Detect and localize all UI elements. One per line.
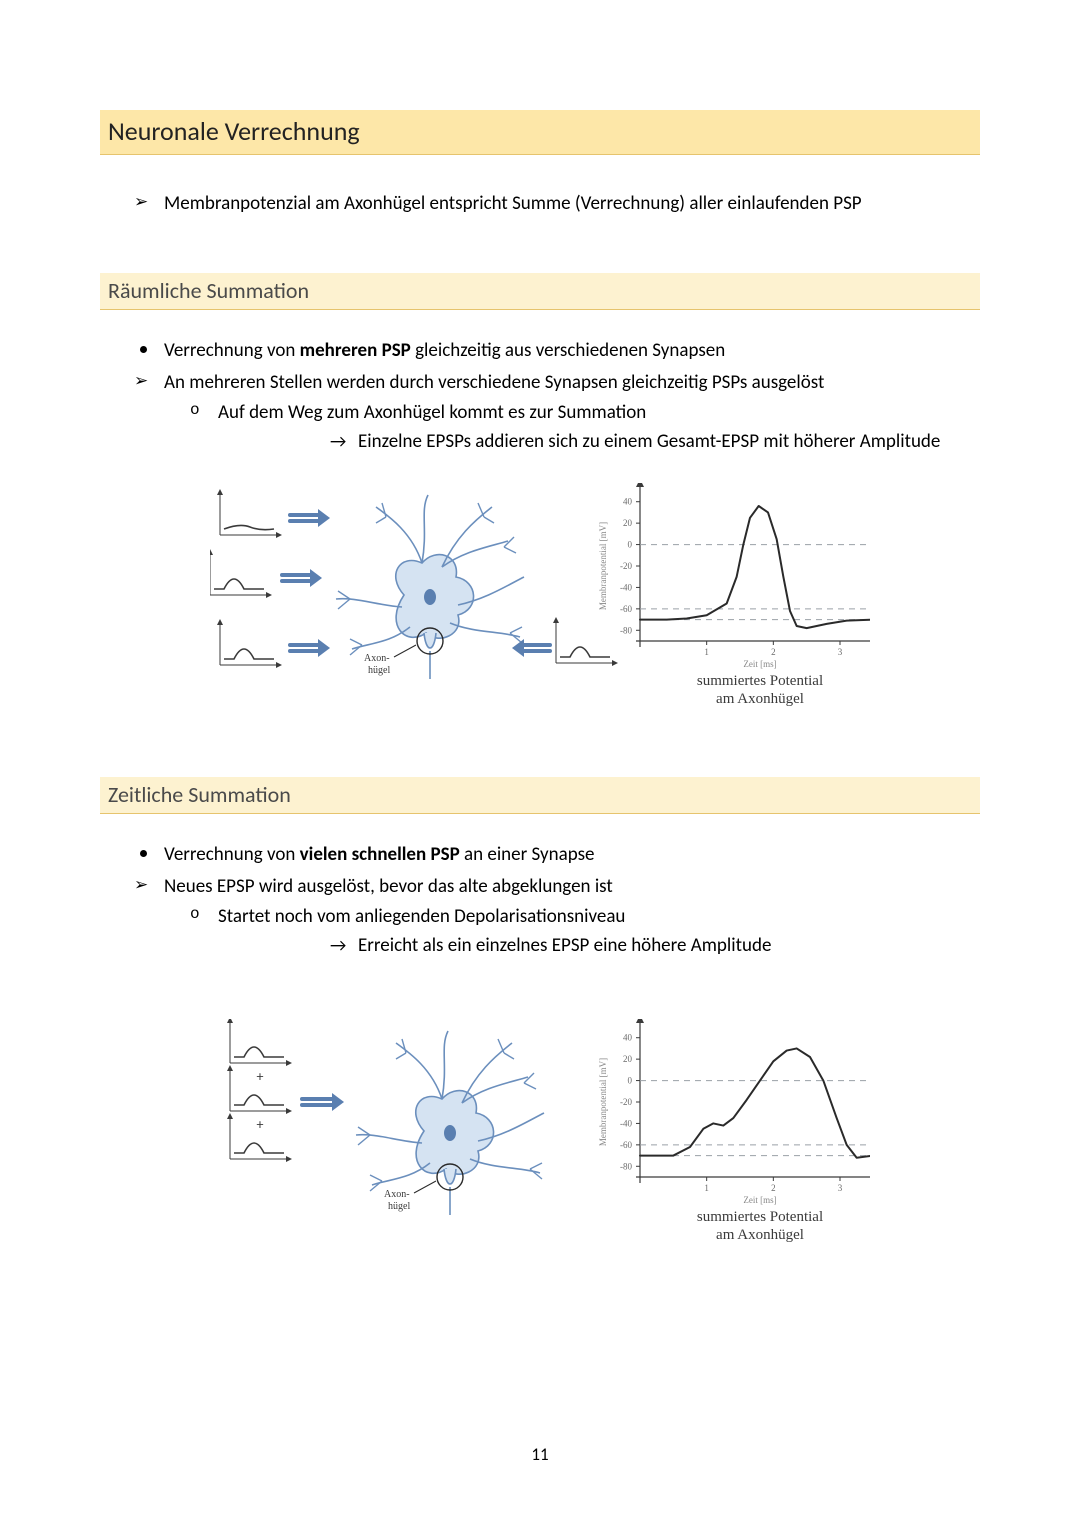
svg-text:+: + xyxy=(257,1116,264,1133)
svg-text:hügel: hügel xyxy=(388,1201,410,1212)
s1-b2-text: An mehreren Stellen werden durch verschi… xyxy=(164,371,824,394)
svg-text:0: 0 xyxy=(628,540,633,550)
section-heading-temporal: Zeitliche Summation xyxy=(100,777,980,815)
s2-b2a-text: Startet noch vom anliegenden Depolarisat… xyxy=(218,905,625,928)
svg-text:-60: -60 xyxy=(620,1140,632,1150)
figure-spatial: Axon-hügel -80 -60 -40 -20 0 20 40 1 2 3 Membranpot… xyxy=(100,483,980,721)
svg-text:-40: -40 xyxy=(620,1118,632,1128)
svg-text:3: 3 xyxy=(838,647,843,657)
s2-b1-pre: Verrechnung von xyxy=(164,843,300,866)
s1-b1-post: gleichzeitig aus verschiedenen Synapsen xyxy=(411,339,725,362)
s2-b2-text: Neues EPSP wird ausgelöst, bevor das alt… xyxy=(164,875,613,898)
svg-text:1: 1 xyxy=(704,1183,709,1193)
svg-text:Zeit [ms]: Zeit [ms] xyxy=(743,1195,776,1205)
page-title: Neuronale Verrechnung xyxy=(100,110,980,155)
s2-bullet-2: Neues EPSP wird ausgelöst, bevor das alt… xyxy=(100,874,980,959)
intro-bullet: Membranpotenzial am Axonhügel entspricht… xyxy=(100,191,980,217)
s1-arrow-1: Einzelne EPSPs addieren sich zu einem Ge… xyxy=(218,429,980,455)
svg-text:1: 1 xyxy=(704,647,709,657)
figure-temporal-svg: + + Axon-hügel -80 -60 -40 -20 0 20 40 1 2 3 Membranp… xyxy=(210,1019,870,1249)
s2-sub-1: Startet noch vom anliegenden Depolarisat… xyxy=(164,904,980,959)
svg-text:-20: -20 xyxy=(620,1097,632,1107)
svg-text:3: 3 xyxy=(838,1183,843,1193)
svg-text:40: 40 xyxy=(623,1033,633,1043)
svg-text:Axon-: Axon- xyxy=(384,1189,410,1200)
figure-temporal: + + Axon-hügel -80 -60 -40 -20 0 20 40 1 2 3 Membranp… xyxy=(100,1019,980,1257)
s2-arrow-1: Erreicht als ein einzelnes EPSP eine höh… xyxy=(218,933,980,959)
s1-b2a-text: Auf dem Weg zum Axonhügel kommt es zur S… xyxy=(218,401,646,424)
s1-sub-1: Auf dem Weg zum Axonhügel kommt es zur S… xyxy=(164,400,980,455)
s1-bullet-2: An mehreren Stellen werden durch verschi… xyxy=(100,370,980,455)
svg-text:20: 20 xyxy=(623,518,633,528)
svg-text:0: 0 xyxy=(628,1075,633,1085)
svg-text:am Axonhügel: am Axonhügel xyxy=(716,1227,804,1243)
s1-b1-pre: Verrechnung von xyxy=(164,339,300,362)
figure-spatial-svg: Axon-hügel -80 -60 -40 -20 0 20 40 1 2 3 Membranpot… xyxy=(210,483,870,713)
svg-text:40: 40 xyxy=(623,497,633,507)
svg-text:hügel: hügel xyxy=(368,665,390,676)
svg-text:-20: -20 xyxy=(620,561,632,571)
svg-text:summiertes Potential: summiertes Potential xyxy=(697,673,823,689)
svg-text:Zeit [ms]: Zeit [ms] xyxy=(743,659,776,669)
s2-bullet-1: Verrechnung von vielen schnellen PSP an … xyxy=(100,842,980,868)
svg-text:summiertes Potential: summiertes Potential xyxy=(697,1209,823,1225)
svg-text:20: 20 xyxy=(623,1054,633,1064)
svg-text:+: + xyxy=(257,1068,264,1085)
svg-text:Membranpotential [mV]: Membranpotential [mV] xyxy=(598,1058,608,1146)
svg-text:Axon-: Axon- xyxy=(364,653,390,664)
svg-text:-60: -60 xyxy=(620,604,632,614)
svg-text:-80: -80 xyxy=(620,1161,632,1171)
svg-text:am Axonhügel: am Axonhügel xyxy=(716,691,804,707)
page-number: 11 xyxy=(0,1444,1080,1467)
svg-text:2: 2 xyxy=(771,1183,776,1193)
svg-text:-40: -40 xyxy=(620,582,632,592)
svg-text:Membranpotential [mV]: Membranpotential [mV] xyxy=(598,522,608,610)
svg-text:-80: -80 xyxy=(620,625,632,635)
s2-b1-post: an einer Synapse xyxy=(460,843,595,866)
s2-b1-bold: vielen schnellen PSP xyxy=(300,843,460,866)
s1-bullet-1: Verrechnung von mehreren PSP gleichzeiti… xyxy=(100,338,980,364)
svg-text:2: 2 xyxy=(771,647,776,657)
s1-b1-bold: mehreren PSP xyxy=(300,339,411,362)
section-heading-spatial: Räumliche Summation xyxy=(100,273,980,311)
